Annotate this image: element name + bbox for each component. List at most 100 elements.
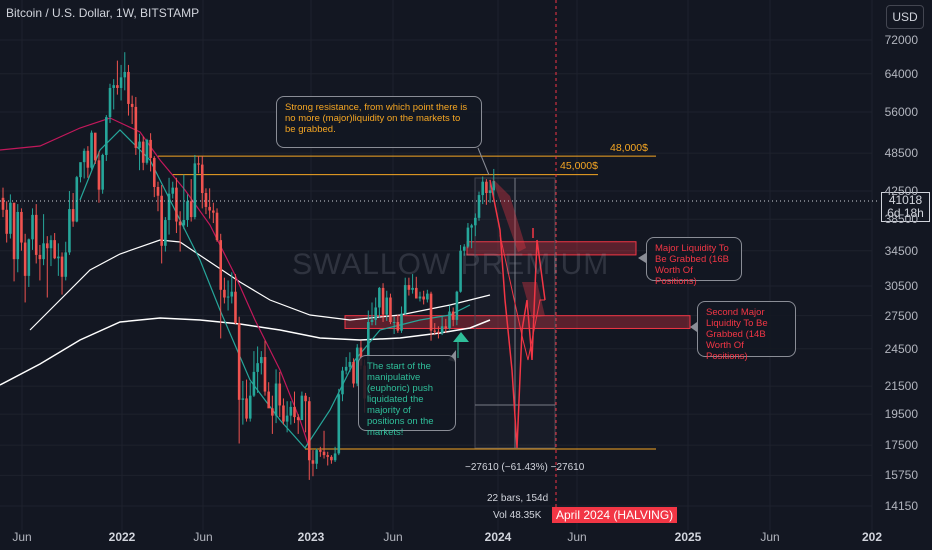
candle-body	[245, 398, 248, 419]
projected-path-2	[499, 234, 545, 361]
measure-change-label: −27610 (−61.43%) −27610	[465, 462, 585, 473]
candle-body	[138, 141, 141, 148]
x-tick-label: 2023	[297, 530, 325, 544]
candle-body	[60, 256, 64, 277]
candle-body	[330, 456, 333, 461]
y-tick-label: 38500	[884, 212, 918, 227]
candle-body	[189, 201, 193, 218]
candle-body	[167, 193, 171, 221]
candle-body	[45, 243, 49, 249]
candle-body	[440, 326, 444, 333]
candle-body	[267, 391, 270, 409]
candle-body	[389, 297, 392, 322]
candle-body	[304, 395, 307, 402]
candle-body	[322, 451, 326, 456]
candle-body	[160, 195, 163, 246]
candle-body	[396, 321, 400, 331]
candle-body	[105, 117, 108, 155]
currency-button[interactable]: USD	[886, 5, 924, 29]
candle-body	[1, 197, 5, 210]
measure-bars-label: 22 bars, 154d	[487, 493, 549, 504]
candle-body	[407, 285, 411, 290]
candle-body	[307, 401, 311, 461]
candle-body	[470, 225, 473, 228]
candle-body	[152, 157, 156, 187]
candle-body	[193, 163, 197, 218]
candle-body	[108, 87, 112, 118]
candle-body	[374, 307, 377, 320]
candle-body	[311, 460, 315, 464]
x-tick-label: 202	[861, 530, 883, 544]
candle-body	[212, 210, 215, 213]
candle-body	[488, 190, 492, 194]
x-tick-label: 2025	[674, 530, 702, 544]
y-tick-label: 15750	[884, 468, 918, 483]
candle-body	[481, 181, 484, 196]
candle-body	[433, 330, 437, 332]
grid-lines	[0, 0, 873, 530]
candle-body	[127, 71, 130, 104]
candle-body	[134, 106, 138, 148]
second-liquidity-annotation[interactable]: Second Major Liquidity To Be Grabbed (14…	[697, 301, 796, 362]
candle-body	[474, 217, 477, 226]
candle-body	[392, 321, 396, 323]
candle-body	[116, 85, 119, 88]
candle-body	[237, 323, 241, 400]
resistance-annotation[interactable]: Strong resistance, from which point ther…	[276, 96, 482, 148]
candle-body	[278, 383, 282, 406]
y-tick-label: 42500	[884, 183, 918, 198]
major-liquidity-zone	[466, 241, 637, 256]
candle-body	[234, 291, 237, 324]
candle-body	[400, 313, 403, 331]
y-tick-label: 27500	[884, 308, 918, 323]
candle-body	[204, 193, 208, 207]
measure-volume-label: Vol 48.35K	[493, 510, 542, 521]
candle-body	[378, 287, 381, 308]
candle-body	[462, 246, 466, 251]
candle-body	[241, 398, 245, 400]
candle-body	[31, 214, 34, 240]
projection-arrow-2	[522, 282, 545, 318]
x-tick-label: Jun	[760, 530, 780, 544]
candle-body	[208, 206, 211, 211]
y-tick-label: 64000	[884, 66, 918, 81]
chart-title: Bitcoin / U.S. Dollar, 1W, BITSTAMP	[6, 6, 200, 20]
candle-body	[38, 254, 42, 260]
candle-body	[466, 227, 470, 247]
candle-body	[477, 195, 481, 218]
candle-body	[86, 150, 90, 168]
candle-body	[248, 395, 252, 419]
candle-body	[219, 240, 223, 290]
major-liquidity-annotation[interactable]: Major Liquidity To Be Grabbed (16B Worth…	[646, 237, 742, 287]
candle-body	[459, 250, 462, 292]
candle-body	[82, 150, 86, 163]
x-tick-label: Jun	[12, 530, 32, 544]
candle-body	[429, 293, 433, 331]
candle-body	[426, 293, 429, 300]
candle-body	[252, 371, 256, 396]
candle-body	[79, 162, 82, 178]
candle-body	[23, 242, 27, 276]
candle-body	[112, 85, 115, 88]
y-tick-label: 21500	[884, 379, 918, 394]
y-tick-label: 19500	[884, 407, 918, 422]
candle-body	[260, 357, 263, 364]
candle-body	[348, 361, 352, 367]
halving-event-label: April 2024 (HALVING)	[552, 507, 678, 523]
manipulative-push-annotation[interactable]: The start of the manipulative (euphoric)…	[358, 355, 456, 438]
candle-body	[315, 450, 318, 464]
candle-body	[285, 415, 289, 422]
candle-body	[226, 296, 230, 298]
candle-body	[64, 252, 68, 277]
candle-body	[200, 164, 204, 194]
candle-body	[175, 187, 178, 222]
bar-countdown: 6d 18h	[887, 206, 924, 220]
y-tick-label: 56000	[884, 104, 918, 119]
candle-body	[93, 132, 97, 161]
y-tick-label: 24500	[884, 341, 918, 356]
y-tick-label: 14150	[884, 499, 918, 513]
candle-body	[164, 220, 167, 246]
y-tick-label: 17500	[884, 438, 918, 453]
candle-body	[352, 361, 355, 384]
